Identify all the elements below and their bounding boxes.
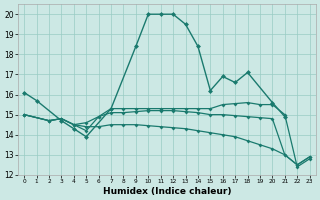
X-axis label: Humidex (Indice chaleur): Humidex (Indice chaleur) bbox=[103, 187, 231, 196]
